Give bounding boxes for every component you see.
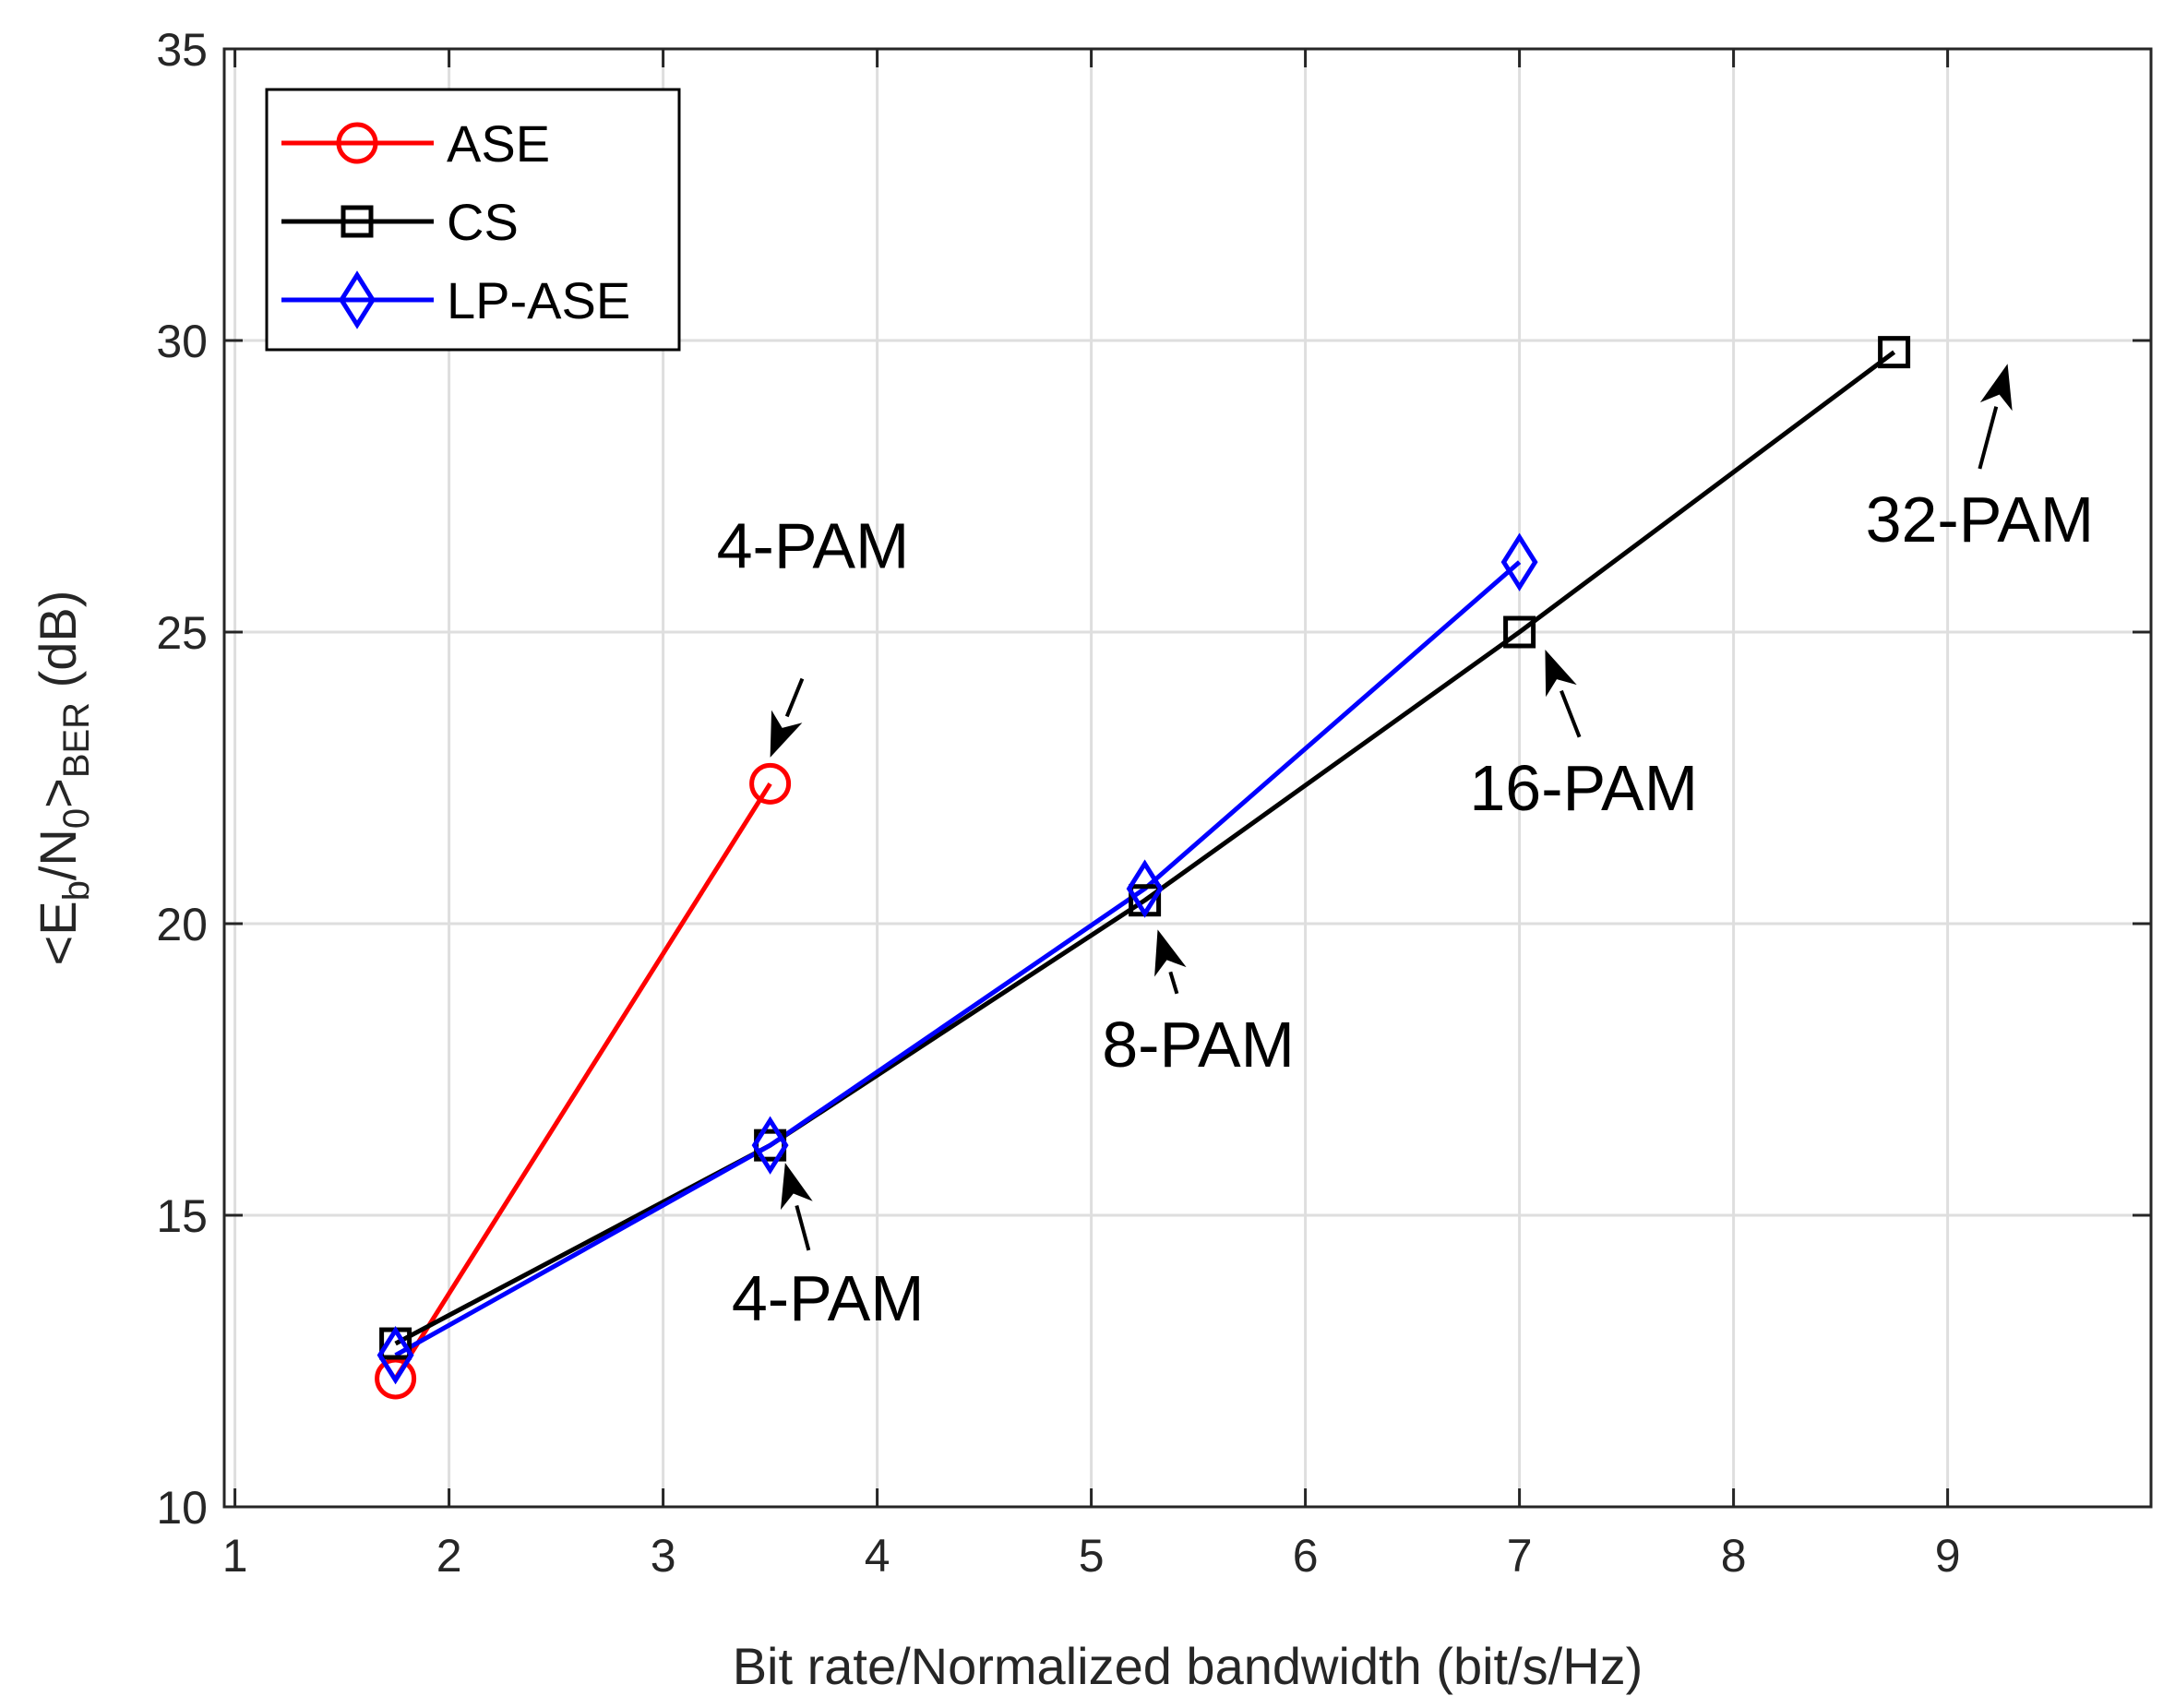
x-tick-label: 8 [1721,1530,1747,1582]
data-point-lp-ase [751,1116,789,1175]
annotation-label: 4-PAM [717,509,910,581]
annotation-arrow-head [1154,929,1187,977]
series-line-cs [394,350,1896,1346]
data-point-ase [375,1357,417,1400]
x-tick-label: 2 [436,1530,462,1582]
y-label-sub-ber: BER [56,702,97,778]
series-line-ase [393,782,772,1380]
annotation-label: 32-PAM [1866,484,2095,555]
series-markers [375,336,1911,1400]
legend-marker-ase [336,122,378,164]
x-tick-label: 3 [651,1530,676,1582]
y-tick-label: 30 [156,316,208,367]
y-tick-label: 35 [156,24,208,76]
data-point-cs [1878,336,1911,369]
y-label-open: <E [29,901,87,965]
data-point-lp-ase [1500,532,1538,591]
annotation-label: 16-PAM [1469,752,1698,824]
data-point-lp-ase [1126,859,1164,918]
y-label-mid: /N [29,829,87,880]
x-tick-label: 1 [222,1530,248,1582]
legend-label-ase: ASE [447,114,550,173]
annotation-arrow-shaft [784,677,805,718]
data-point-cs [1503,615,1536,649]
annotation-arrow-head [1979,364,2013,412]
legend-label-cs: CS [447,193,519,251]
legend-marker-cs [341,205,374,238]
axis-ticks: 1 2 3 4 5 6 7 8 9 10 15 20 25 30 35 [156,24,2151,1582]
annotation-arrow-head [780,1163,813,1211]
annotation-arrow-head [1545,649,1577,698]
legend-entries: ASE CS LP-ASE [281,114,630,329]
data-point-lp-ase [376,1325,414,1385]
y-label-sub-0: 0 [56,808,97,829]
series-line-lp-ase [394,560,1522,1357]
y-label-close: > [29,778,87,808]
x-tick-label: 5 [1079,1530,1105,1582]
y-tick-label: 10 [156,1482,208,1534]
y-tick-label: 25 [156,607,208,659]
annotations: 4-PAM 4-PAM 8-PAM 16-PAM 32-PAM [717,364,2095,1334]
y-label-unit: (dB) [29,591,87,702]
x-axis-label: Bit rate/Normalized bandwidth (bit/s/Hz) [733,1637,1643,1695]
annotation-arrow-shaft [1168,971,1179,995]
y-tick-label: 15 [156,1190,208,1242]
legend: ASE CS LP-ASE [265,88,681,352]
legend-marker-lp-ase [339,270,376,329]
plot-frame [222,47,2153,1509]
y-label-sub-b: b [56,880,97,901]
series-lines [393,350,1896,1380]
data-point-ase [749,762,792,805]
annotation-arrow-shaft [795,1204,811,1251]
y-axis-label: <Eb/N0>BER (dB) [29,591,97,966]
annotation-label: 8-PAM [1102,1009,1295,1081]
legend-label-lp-ase: LP-ASE [447,271,630,329]
annotation-arrow-head [770,710,803,758]
x-tick-label: 6 [1293,1530,1319,1582]
x-tick-label: 9 [1935,1530,1961,1582]
x-tick-label: 7 [1507,1530,1533,1582]
x-tick-label: 4 [865,1530,890,1582]
y-tick-label: 20 [156,899,208,950]
annotation-arrow-shaft [1978,406,1999,470]
annotation-arrow-shaft [1560,689,1582,738]
annotation-label: 4-PAM [732,1262,925,1334]
